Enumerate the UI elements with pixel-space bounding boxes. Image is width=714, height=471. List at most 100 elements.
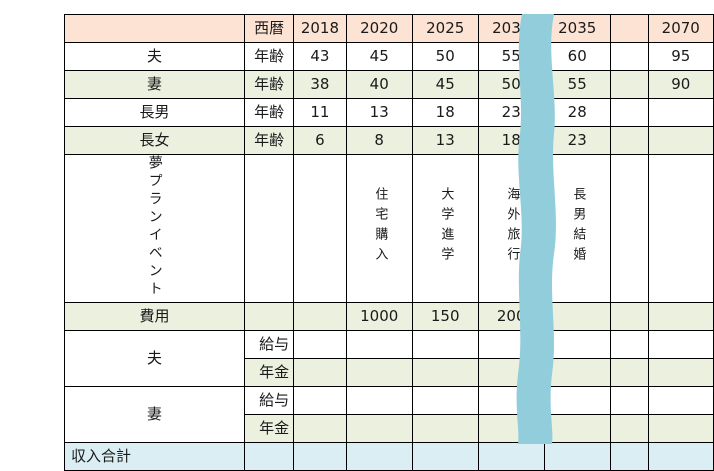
age-cell: 95 [647, 42, 714, 71]
income-cell [411, 330, 479, 359]
husband-income-label: 夫 [63, 330, 246, 387]
age-cell: 23 [543, 126, 611, 155]
husband-age-row: 夫 年齢 43 45 50 55 60 95 [63, 42, 714, 71]
age-cell: 28 [543, 98, 611, 127]
age-cell: 23 [477, 98, 545, 127]
age-cell: 55 [543, 70, 611, 99]
total-cell [293, 442, 347, 471]
daughter-age-row: 長女 年齢 6 8 13 18 23 [63, 126, 714, 155]
life-plan-table: 西暦 2018 2020 2025 2030 2035 2070 夫 年齢 43… [63, 14, 714, 471]
wife-age-row: 妻 年齢 38 40 45 50 55 90 [63, 70, 714, 99]
event-cell: 海外旅行 [477, 154, 545, 303]
total-income-label: 収入合計 [63, 442, 246, 471]
income-cell [345, 386, 413, 415]
income-cell [477, 386, 545, 415]
year-cell: 2035 [543, 14, 611, 43]
income-cell [543, 330, 611, 359]
age-cell: 13 [345, 98, 413, 127]
age-cell: 90 [647, 70, 714, 99]
total-cell [647, 442, 714, 471]
year-cell: 2025 [411, 14, 479, 43]
year-cell: 2020 [345, 14, 413, 43]
income-cell [477, 414, 545, 443]
income-cell [543, 386, 611, 415]
age-cell: 43 [293, 42, 347, 71]
cost-cell [543, 302, 611, 331]
person-label: 夫 [63, 42, 246, 71]
age-cell [609, 70, 649, 99]
age-cell: 45 [345, 42, 413, 71]
year-header-row: 西暦 2018 2020 2025 2030 2035 2070 [63, 14, 714, 43]
kind-label: 年齢 [244, 70, 295, 99]
income-cell [477, 358, 545, 387]
salary-label: 給与 [244, 330, 295, 359]
age-cell: 18 [411, 98, 479, 127]
kind-label: 年齢 [244, 126, 295, 155]
event-cell [244, 154, 295, 303]
income-cell [609, 414, 649, 443]
wife-income-label: 妻 [63, 386, 246, 443]
cost-cell: 150 [411, 302, 479, 331]
income-cell [345, 414, 413, 443]
total-cell [477, 442, 545, 471]
wife-salary-row: 妻 給与 [63, 386, 714, 443]
cost-cell [609, 302, 649, 331]
age-cell: 11 [293, 98, 347, 127]
income-cell [647, 330, 714, 359]
age-cell [609, 98, 649, 127]
total-cell [411, 442, 479, 471]
events-row: 夢プランイベント 住宅購入 大学進学 海外旅行 長男結婚 [63, 154, 714, 303]
age-cell: 13 [411, 126, 479, 155]
event-cell [293, 154, 347, 303]
income-cell [647, 358, 714, 387]
event-cell: 大学進学 [411, 154, 479, 303]
person-label: 長女 [63, 126, 246, 155]
cost-cell: 200 [477, 302, 545, 331]
income-cell [411, 414, 479, 443]
income-cell [609, 386, 649, 415]
person-label: 妻 [63, 70, 246, 99]
age-cell [647, 98, 714, 127]
cost-cell: 1000 [345, 302, 413, 331]
income-cell [293, 330, 347, 359]
cost-cell [293, 302, 347, 331]
person-label: 長男 [63, 98, 246, 127]
age-cell: 40 [345, 70, 413, 99]
age-cell: 6 [293, 126, 347, 155]
cost-row: 費用 1000 150 200 [63, 302, 714, 331]
salary-label: 給与 [244, 386, 295, 415]
income-cell [345, 330, 413, 359]
income-cell [345, 358, 413, 387]
year-cell: 2018 [293, 14, 347, 43]
age-cell: 45 [411, 70, 479, 99]
events-label: 夢プランイベント [63, 154, 246, 303]
year-cell: 2070 [647, 14, 714, 43]
income-cell [293, 358, 347, 387]
income-cell [477, 330, 545, 359]
pension-label: 年金 [244, 414, 295, 443]
kind-label: 年齢 [244, 42, 295, 71]
income-cell [543, 358, 611, 387]
age-cell: 8 [345, 126, 413, 155]
age-cell: 18 [477, 126, 545, 155]
income-cell [609, 330, 649, 359]
total-income-row: 収入合計 [63, 442, 714, 471]
total-cell [609, 442, 649, 471]
age-cell: 50 [477, 70, 545, 99]
income-cell [543, 414, 611, 443]
income-cell [647, 414, 714, 443]
son-age-row: 長男 年齢 11 13 18 23 28 [63, 98, 714, 127]
total-cell [345, 442, 413, 471]
age-cell: 38 [293, 70, 347, 99]
event-cell: 住宅購入 [345, 154, 413, 303]
age-cell [609, 126, 649, 155]
year-cell [609, 14, 649, 43]
age-cell: 50 [411, 42, 479, 71]
event-cell [609, 154, 649, 303]
age-cell: 60 [543, 42, 611, 71]
income-cell [293, 414, 347, 443]
event-cell: 長男結婚 [543, 154, 611, 303]
husband-salary-row: 夫 給与 [63, 330, 714, 387]
total-cell [244, 442, 295, 471]
event-cell [647, 154, 714, 303]
